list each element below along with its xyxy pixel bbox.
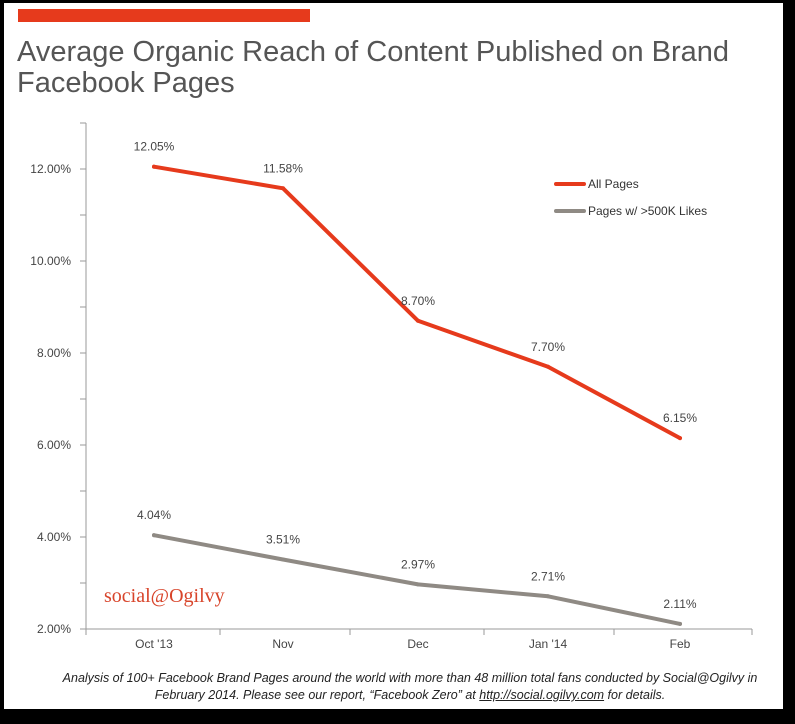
y-tick-label: 12.00% (30, 162, 71, 176)
data-point (281, 186, 285, 191)
data-point (678, 621, 682, 626)
x-tick-label: Jan '14 (529, 637, 568, 651)
caption: Analysis of 100+ Facebook Brand Pages ar… (40, 670, 780, 704)
x-axis: Oct '13 Nov Dec Jan '14 Feb (85, 628, 753, 651)
data-point (546, 364, 550, 369)
data-point (546, 594, 550, 599)
data-point (678, 436, 682, 441)
legend-label: Pages w/ >500K Likes (588, 204, 707, 218)
report-link[interactable]: http://social.ogilvy.com (479, 688, 605, 702)
data-label: 6.15% (663, 411, 697, 425)
y-tick-label: 8.00% (37, 346, 71, 360)
data-label: 3.51% (266, 533, 300, 547)
data-point (152, 533, 156, 538)
chart-title: Average Organic Reach of Content Publish… (17, 36, 730, 99)
data-label: 2.71% (531, 569, 565, 583)
data-label: 8.70% (401, 294, 435, 308)
brand-logo: social@Ogilvy (104, 585, 225, 607)
data-label: 2.97% (401, 557, 435, 571)
data-point (281, 557, 285, 562)
x-tick-label: Dec (407, 637, 428, 651)
legend: All Pages Pages w/ >500K Likes (554, 177, 707, 218)
data-label: 12.05% (134, 140, 175, 154)
data-label: 7.70% (531, 340, 565, 354)
y-tick-label: 6.00% (37, 438, 71, 452)
series-line-large-pages (152, 533, 682, 626)
accent-bar (18, 9, 310, 22)
data-point (152, 164, 156, 169)
series-layer: 12.05% 11.58% 8.70% 7.70% 6.15% 4.04% 3.51% 2.9… (134, 140, 697, 626)
y-axis: 2.00% 4.00% 6.00% 8.00% 10.00% 12.00% (30, 122, 87, 636)
legend-label: All Pages (588, 177, 639, 191)
data-label: 2.11% (663, 597, 696, 611)
x-tick-label: Feb (670, 637, 691, 651)
x-tick-label: Nov (272, 637, 293, 651)
data-point (416, 582, 420, 587)
caption-text: Analysis of 100+ Facebook Brand Pages ar… (62, 671, 758, 702)
data-point (416, 318, 420, 323)
slide: Average Organic Reach of Content Publish… (4, 3, 783, 709)
y-tick-label: 10.00% (30, 254, 71, 268)
data-label: 11.58% (263, 161, 303, 175)
caption-tail: for details. (604, 688, 666, 702)
y-tick-label: 2.00% (37, 622, 71, 636)
y-tick-label: 4.00% (37, 530, 71, 544)
data-label: 4.04% (137, 508, 171, 522)
x-tick-label: Oct '13 (135, 637, 173, 651)
